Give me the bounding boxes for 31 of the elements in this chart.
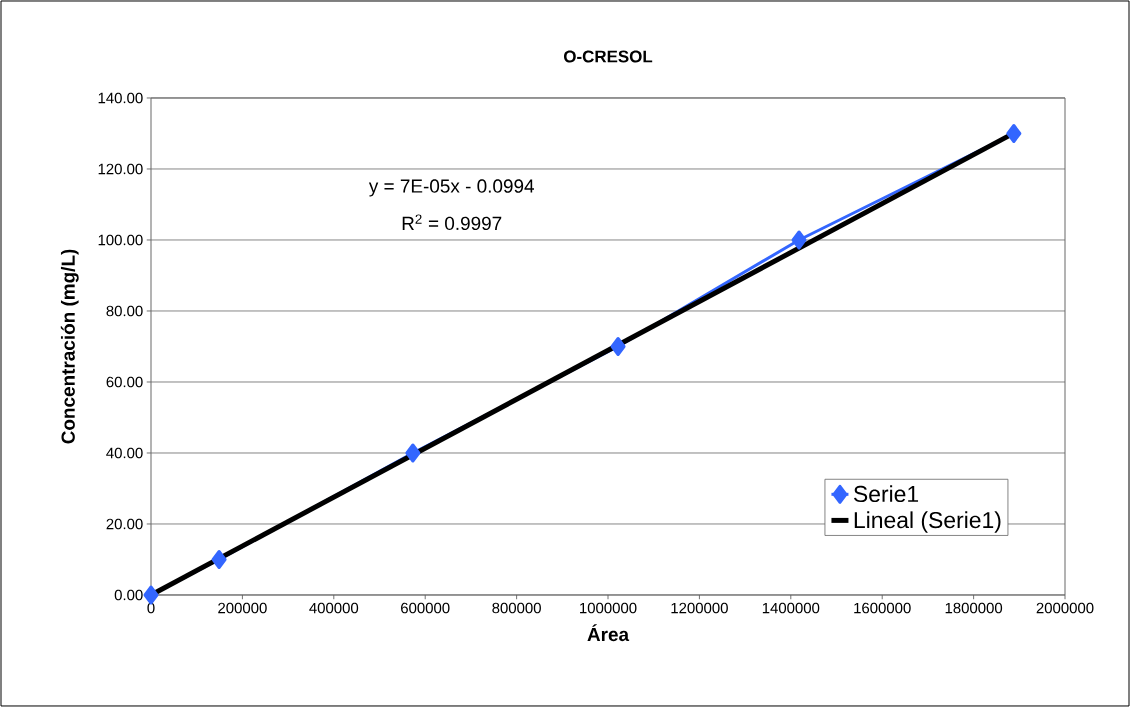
chart-title: O-CRESOL [564, 50, 653, 63]
x-tick-label: 2000000 [1036, 602, 1094, 614]
y-tick-label: 0.00 [114, 589, 143, 601]
y-tick-label: 80.00 [106, 305, 143, 317]
point [405, 443, 421, 463]
annotation: y = 7E-05x - 0.0994 [368, 179, 534, 197]
x-tick-label: 1800000 [945, 602, 1003, 614]
y-tick-label: 40.00 [106, 447, 143, 459]
x-tick-label: 1600000 [854, 602, 911, 614]
x-tick-label: 800000 [492, 602, 541, 614]
point [143, 585, 159, 605]
y-tick-label: 120.00 [98, 163, 143, 175]
x-tick-label: 1200000 [671, 602, 728, 614]
point [1006, 123, 1022, 143]
y-tick-label: 60.00 [106, 376, 143, 388]
x-tick-label: 400000 [309, 602, 359, 614]
x-tick-label: 200000 [218, 602, 267, 614]
x-tick-label: 1400000 [762, 602, 820, 614]
point [610, 336, 626, 356]
legend-label: Serie1 [853, 485, 919, 503]
y-tick-label: 100.00 [98, 234, 143, 246]
y-tick-label: 140.00 [98, 92, 143, 104]
annotation: R$^{2}$ = 0.9997 [402, 214, 502, 231]
x-axis-title: Área [587, 624, 630, 642]
point [211, 549, 227, 569]
x-tick-label: 600000 [401, 602, 450, 614]
y-axis-title: Concentración (mg/L) [60, 249, 79, 444]
point [791, 230, 807, 250]
legend-label: Lineal (Serie1) [854, 511, 1001, 533]
y-tick-label: 20.00 [106, 518, 143, 530]
x-tick-label: 1000000 [580, 602, 637, 614]
